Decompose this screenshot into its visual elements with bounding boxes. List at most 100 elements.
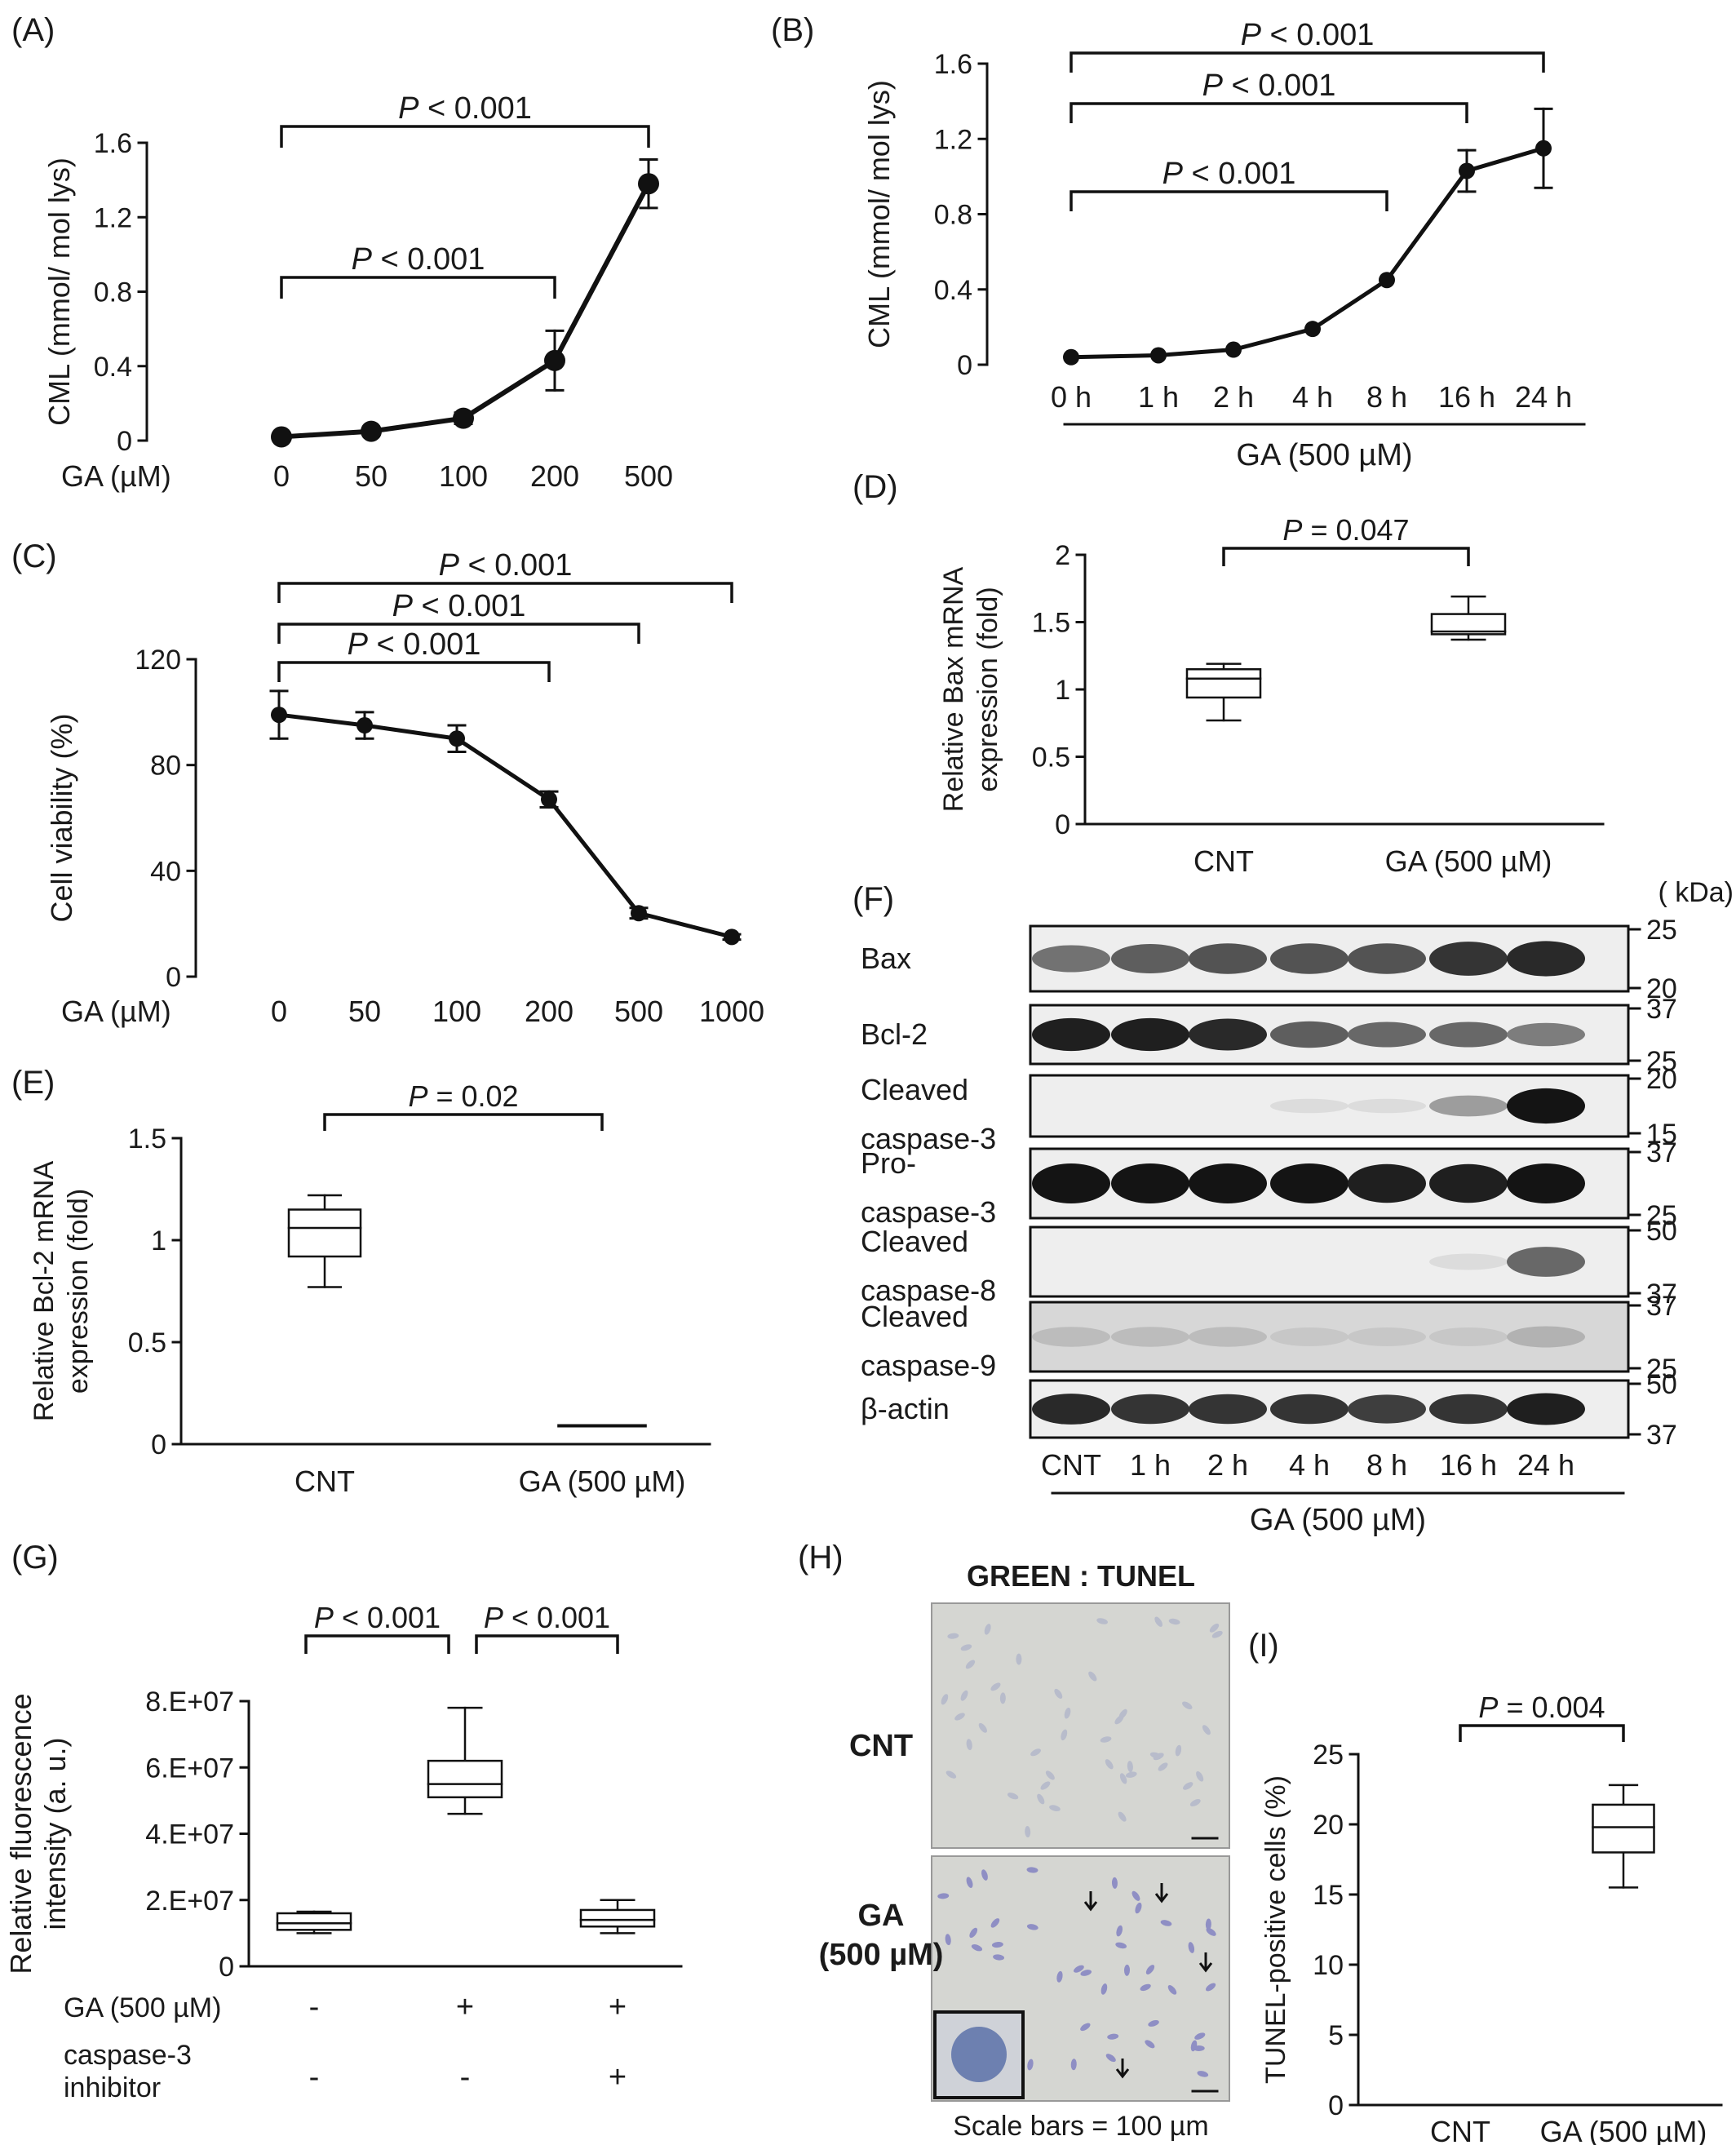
y-tick-label: 1 — [151, 1225, 166, 1256]
x-tick-label: 100 — [432, 995, 481, 1028]
blot-row-label: β-actin — [861, 1392, 950, 1425]
blot-row — [1029, 1225, 1630, 1298]
p-symbol: P — [1241, 18, 1262, 52]
y-tick-label: 4.E+07 — [145, 1819, 234, 1850]
p-value: < 0.001 — [1261, 18, 1374, 52]
cell — [984, 1624, 991, 1635]
blot-band — [1111, 944, 1189, 973]
cell — [1211, 1630, 1223, 1638]
cell — [1049, 1805, 1061, 1811]
cell — [937, 1893, 950, 1899]
blot-band — [1189, 1018, 1267, 1051]
marker-label: 50 — [1646, 1369, 1677, 1400]
blot-band — [1429, 1394, 1508, 1425]
x-tick-label: 1 h — [1138, 380, 1179, 414]
cell — [1070, 2059, 1077, 2071]
y-tick-label: 0.8 — [934, 200, 972, 231]
p-value-label: P = 0.02 — [408, 1079, 518, 1113]
p-value-label: P < 0.001 — [398, 91, 532, 126]
cell — [960, 1690, 968, 1701]
p-symbol: P — [1202, 69, 1224, 103]
p-symbol: P — [408, 1079, 427, 1113]
p-value: < 0.001 — [372, 242, 485, 277]
cell — [960, 1644, 972, 1651]
marker-label: 25 — [1646, 1200, 1677, 1231]
panel-letter: (H) — [798, 1540, 844, 1576]
cell — [954, 1713, 965, 1721]
y-tick-label: 0 — [219, 1952, 234, 1983]
image-row-label: GA — [858, 1899, 905, 1933]
bracket-line — [280, 125, 650, 148]
cell — [1100, 1736, 1112, 1743]
data-point — [544, 349, 565, 371]
blot-band — [1032, 1394, 1110, 1425]
panel-letter: (F) — [852, 881, 894, 917]
blot-band — [1189, 1163, 1267, 1203]
cell — [971, 1944, 983, 1952]
y-axis: 0 5 10 15 20 25 — [1313, 1739, 1360, 2121]
y-tick-label: 15 — [1313, 1880, 1344, 1911]
y-tick-label: 0 — [166, 962, 181, 993]
blot-band — [1270, 1327, 1348, 1346]
y-tick-label: 1.5 — [128, 1123, 166, 1154]
cell — [1175, 1744, 1182, 1757]
cell — [1188, 1942, 1195, 1953]
p-value: = 0.004 — [1498, 1691, 1605, 1724]
blot-band — [1348, 1327, 1426, 1346]
cell — [1145, 2040, 1155, 2049]
y-tick-label: 6.E+07 — [145, 1753, 234, 1784]
y-axis-label: Relative Bax mRNA — [938, 566, 969, 812]
bracket-line — [1070, 102, 1468, 123]
cell — [1125, 1771, 1137, 1778]
cell — [1154, 1616, 1162, 1627]
blot-band — [1032, 1327, 1110, 1347]
marker-label: 37 — [1646, 1279, 1677, 1310]
series-line — [278, 712, 733, 939]
significance-bracket: P < 0.001 — [277, 627, 551, 682]
blot-band — [1270, 1021, 1348, 1048]
cell — [1016, 1653, 1022, 1665]
image-row-label: (500 µM) — [819, 1938, 944, 1972]
y-tick-label: 40 — [150, 856, 181, 887]
cell — [1118, 1708, 1127, 1719]
cell — [1080, 1970, 1092, 1976]
panel-i: (I) 0 5 10 15 20 25 TUNEL-positive cells (%) CNT… — [1248, 1628, 1723, 2145]
data-point — [271, 426, 292, 448]
cell — [990, 1682, 1001, 1691]
blot-band — [1111, 1163, 1189, 1203]
cell — [1026, 1924, 1038, 1930]
panel-letter: (E) — [11, 1065, 55, 1101]
blot-band — [1429, 1022, 1508, 1048]
data-point — [453, 407, 474, 429]
blot-band — [1270, 943, 1348, 974]
box — [276, 1910, 352, 1934]
blot-row-label: Bcl-2 — [861, 1017, 928, 1051]
x-tick-label: 4 h — [1292, 380, 1333, 414]
bracket-line — [304, 1634, 450, 1654]
cell — [1132, 1890, 1140, 1901]
blot-row-label: Cleaved — [861, 1300, 968, 1333]
p-symbol: P — [1478, 1691, 1498, 1724]
cell — [1111, 1877, 1118, 1889]
bracket-line — [323, 1113, 604, 1131]
x-group-label: GA (500 µM) — [1236, 438, 1412, 472]
blot-row — [1029, 1004, 1630, 1066]
blot-band — [1270, 1163, 1348, 1203]
micrograph — [931, 1602, 1230, 1849]
panel-b: (B) 0 0.4 0.8 1.2 1.6 CML (mmol/ mol lys) 0 h 1 … — [771, 12, 1586, 472]
blot-band — [1348, 1394, 1426, 1424]
data-point — [1535, 140, 1552, 157]
data-point — [271, 707, 287, 724]
y-tick-label: 1.5 — [1032, 608, 1070, 639]
blot-row-label: caspase-3 — [861, 1122, 996, 1155]
blot-row-label: caspase-9 — [861, 1349, 996, 1382]
blot-band — [1429, 1095, 1508, 1117]
panel-a: (A) 0 0.4 0.8 1.2 1.6 CML (mmol/ mol lys) 0 50 10… — [11, 12, 673, 493]
y-tick-label: 2.E+07 — [145, 1886, 234, 1917]
cell — [1026, 1867, 1038, 1873]
blot-row — [1029, 924, 1630, 993]
cell — [969, 1927, 978, 1939]
blot-row — [1029, 1379, 1630, 1439]
y-tick-label: 0.5 — [1032, 742, 1070, 773]
data-point — [356, 717, 373, 734]
